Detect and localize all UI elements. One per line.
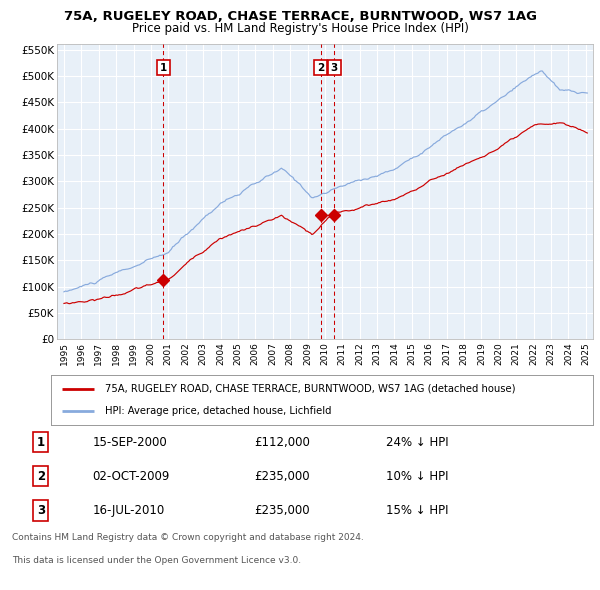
Text: Price paid vs. HM Land Registry's House Price Index (HPI): Price paid vs. HM Land Registry's House … [131, 21, 469, 34]
Text: 75A, RUGELEY ROAD, CHASE TERRACE, BURNTWOOD, WS7 1AG (detached house): 75A, RUGELEY ROAD, CHASE TERRACE, BURNTW… [105, 384, 515, 394]
Text: 16-JUL-2010: 16-JUL-2010 [92, 504, 165, 517]
Text: 1: 1 [160, 63, 167, 73]
Text: 15-SEP-2000: 15-SEP-2000 [92, 436, 167, 449]
Text: HPI: Average price, detached house, Lichfield: HPI: Average price, detached house, Lich… [105, 406, 332, 416]
Text: Contains HM Land Registry data © Crown copyright and database right 2024.: Contains HM Land Registry data © Crown c… [12, 533, 364, 542]
Text: 15% ↓ HPI: 15% ↓ HPI [386, 504, 449, 517]
Text: 3: 3 [37, 504, 45, 517]
Text: 2: 2 [37, 470, 45, 483]
Text: 75A, RUGELEY ROAD, CHASE TERRACE, BURNTWOOD, WS7 1AG: 75A, RUGELEY ROAD, CHASE TERRACE, BURNTW… [64, 10, 536, 23]
Text: £235,000: £235,000 [254, 470, 310, 483]
Text: 10% ↓ HPI: 10% ↓ HPI [386, 470, 449, 483]
Text: 02-OCT-2009: 02-OCT-2009 [92, 470, 170, 483]
Text: 3: 3 [331, 63, 338, 73]
Text: 2: 2 [317, 63, 324, 73]
Text: £112,000: £112,000 [254, 436, 310, 449]
Text: £235,000: £235,000 [254, 504, 310, 517]
Text: 1: 1 [37, 436, 45, 449]
Text: 24% ↓ HPI: 24% ↓ HPI [386, 436, 449, 449]
Text: This data is licensed under the Open Government Licence v3.0.: This data is licensed under the Open Gov… [12, 556, 301, 565]
